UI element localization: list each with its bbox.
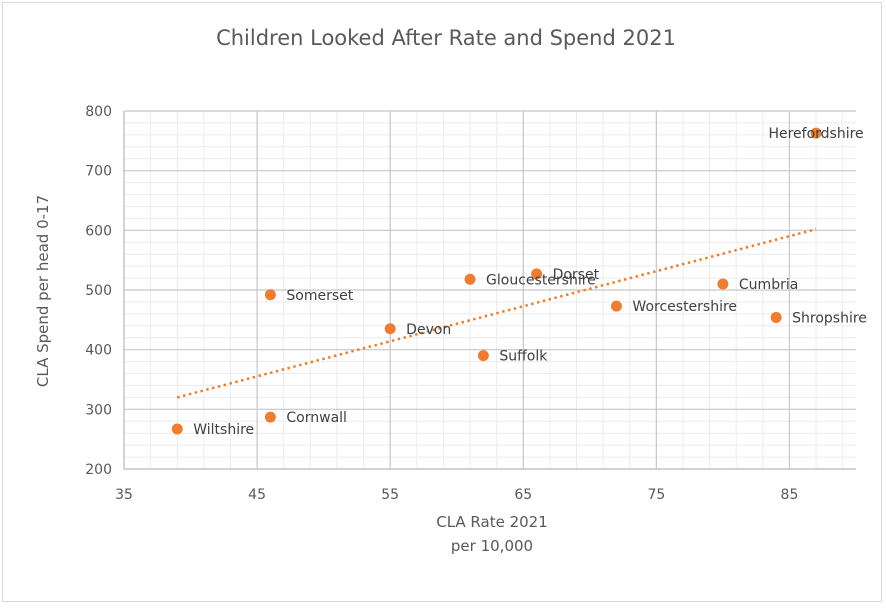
x-tick-label: 45 (248, 487, 266, 503)
y-tick-label: 700 (85, 164, 112, 180)
data-label: Devon (406, 322, 451, 338)
data-point (264, 411, 276, 423)
chart-title: Children Looked After Rate and Spend 202… (216, 26, 676, 50)
y-tick-label: 800 (85, 104, 112, 120)
scatter-chart: Children Looked After Rate and Spend 202… (34, 26, 867, 555)
data-point (464, 273, 476, 285)
grid (123, 110, 856, 470)
data-label: Cumbria (739, 277, 798, 293)
y-tick-label: 400 (85, 343, 112, 359)
x-tick-label: 65 (514, 487, 532, 503)
data-label: Shropshire (792, 310, 867, 326)
y-tick-label: 300 (85, 402, 112, 418)
y-tick-label: 600 (85, 223, 112, 239)
data-point (477, 350, 489, 362)
x-axis-title: CLA Rate 2021 (436, 513, 548, 531)
data-point (171, 423, 183, 435)
data-label: Gloucestershire (486, 272, 596, 288)
y-tick-label: 500 (85, 283, 112, 299)
data-label: Somerset (286, 288, 353, 304)
data-label: Worcestershire (632, 299, 737, 315)
data-label: Herefordshire (768, 126, 863, 142)
data-points (171, 127, 822, 435)
data-point (264, 289, 276, 301)
x-tick-label: 55 (381, 487, 399, 503)
data-point (610, 300, 622, 312)
trendline (176, 227, 817, 399)
x-axis-title-line2: per 10,000 (451, 537, 533, 555)
axes (123, 111, 856, 470)
x-tick-label: 35 (115, 487, 133, 503)
data-label: Cornwall (286, 410, 347, 426)
data-label: Dorset (553, 267, 600, 283)
data-point (531, 268, 543, 280)
data-label: Wiltshire (193, 422, 254, 438)
data-point (717, 278, 729, 290)
y-axis-title: CLA Spend per head 0-17 (34, 195, 52, 387)
y-tick-label: 200 (85, 462, 112, 478)
x-tick-label: 75 (647, 487, 665, 503)
data-point (770, 311, 782, 323)
data-point (384, 323, 396, 335)
x-tick-label: 85 (781, 487, 799, 503)
data-point (810, 127, 822, 139)
data-label: Suffolk (499, 349, 548, 365)
tick-labels: 35 45 55 65 75 85 200 300 400 500 600 700 800 (85, 104, 798, 503)
